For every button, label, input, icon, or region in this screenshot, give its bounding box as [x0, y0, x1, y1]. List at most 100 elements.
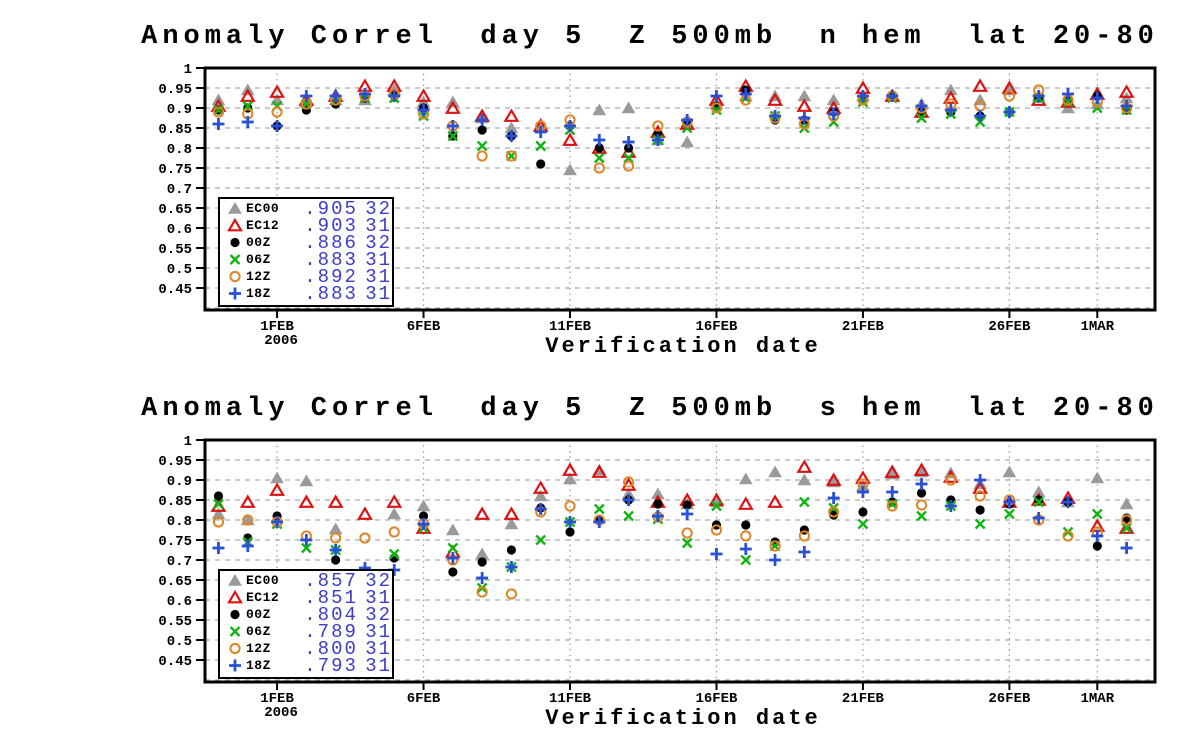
- 18z-data-point: [739, 543, 752, 555]
- 12z-data-point: [476, 150, 488, 162]
- 18z-data-point: [915, 478, 928, 490]
- ec12-data-point: [532, 480, 549, 494]
- legend-series-name: 12Z: [246, 641, 271, 656]
- 12z-data-point: [681, 527, 693, 539]
- 18z-data-point: [329, 90, 342, 102]
- 18z-data-point: [505, 130, 518, 142]
- 18z-data-point: [856, 90, 869, 102]
- x-tick-label: 6FEB: [407, 691, 441, 707]
- 18z-data-point: [651, 134, 664, 146]
- legend-series-count: 31: [365, 654, 392, 677]
- 00z-data-point: [536, 159, 546, 169]
- ec00-data-point: [416, 499, 431, 512]
- nhem-x-axis-label: Verification date: [545, 334, 821, 359]
- y-tick-label: 0.6: [167, 222, 192, 238]
- y-tick-label: 0.85: [158, 494, 192, 510]
- 06z-marker-icon: [229, 626, 241, 637]
- 18z-data-point: [271, 120, 284, 132]
- 12z-data-point: [330, 532, 342, 544]
- legend-row-00z: 00Z .804 32: [226, 603, 392, 626]
- 18z-data-point: [358, 88, 371, 100]
- 18z-data-point: [534, 126, 547, 138]
- ec00-data-point: [563, 472, 577, 485]
- 06z-data-point: [711, 500, 722, 512]
- 00z-data-point: [682, 500, 692, 510]
- legend-series-count: 31: [365, 586, 392, 609]
- 12z-marker-icon: [229, 642, 241, 655]
- 12z-data-point: [769, 540, 781, 552]
- ec00-data-point: [533, 489, 548, 502]
- legend-series-name: 06Z: [246, 624, 271, 639]
- 18z-data-point: [856, 486, 869, 498]
- legend-series-count: 31: [365, 620, 392, 643]
- chart-shem: 1 0.95 0.9 0.85 0.8 0.75 0.7 0.65 0.6 0.55 0.5 0.45…: [0, 372, 1200, 744]
- 12z-data-point: [1062, 530, 1074, 542]
- shem-plot-area: 1 0.95 0.9 0.85 0.8 0.75 0.7 0.65 0.6 0.55 0.5 0.45…: [158, 434, 1157, 721]
- ec12-data-point: [913, 462, 930, 476]
- ec12-data-point: [269, 482, 285, 496]
- ec00-data-point: [328, 522, 343, 535]
- 12z-data-point: [212, 106, 225, 118]
- legend-series-score: .800: [304, 637, 358, 660]
- ec12-data-point: [327, 494, 344, 508]
- legend-series-name: 00Z: [246, 607, 271, 622]
- ec12-marker-icon: [227, 218, 243, 232]
- y-tick-label: 0.75: [158, 534, 192, 550]
- nhem-legend: EC00.905 32 EC12.903 31 00Z .886 32 06Z .883 31 12…: [218, 197, 394, 307]
- legend-series-count: 32: [365, 603, 392, 626]
- 18z-data-point: [271, 516, 284, 528]
- legend-row-ec00: EC00 .857 32: [226, 570, 392, 592]
- x-tick-sublabel: 2006: [264, 333, 298, 349]
- ec00-data-point: [211, 507, 226, 520]
- 18z-data-point: [798, 112, 811, 124]
- 18z-data-point: [974, 474, 987, 486]
- 18z-data-point: [564, 120, 577, 132]
- ec00-data-point: [738, 472, 753, 485]
- 18z-data-point: [505, 561, 518, 573]
- 06z-data-point: [886, 498, 898, 510]
- 00z-data-point: [975, 505, 985, 515]
- 18z-data-point: [710, 548, 723, 560]
- 06z-data-point: [447, 542, 459, 554]
- legend-series-count: 31: [365, 265, 392, 288]
- legend-row-ec12: EC12 .851 31: [226, 586, 392, 609]
- 18z-data-point: [1091, 530, 1104, 542]
- legend-series-score: .905: [304, 197, 358, 220]
- 18z-data-point: [769, 554, 782, 566]
- 18z-data-point: [593, 516, 606, 528]
- 06z-data-point: [593, 152, 605, 164]
- 12z-data-point: [740, 530, 752, 542]
- y-tick-label: 0.5: [167, 634, 192, 650]
- ec12-data-point: [796, 98, 813, 112]
- ec12-data-point: [1118, 84, 1135, 98]
- legend-row-ec00: EC00 .905 32: [226, 197, 392, 220]
- ec12-data-point: [562, 462, 578, 476]
- 18z-marker-icon: [229, 659, 241, 672]
- 00z-data-point: [331, 555, 341, 565]
- ec00-data-point: [270, 471, 284, 484]
- ec12-data-point: [1118, 520, 1135, 534]
- 12z-data-point: [798, 530, 810, 542]
- 00z-data-point: [594, 143, 604, 153]
- y-tick-label: 0.8: [167, 142, 192, 158]
- y-tick-label: 0.95: [158, 454, 192, 470]
- 18z-data-point: [827, 492, 840, 504]
- legend-row-12z: 12Z .800 31: [226, 637, 392, 660]
- legend-series-score: .883: [304, 248, 358, 271]
- 18z-data-point: [564, 516, 577, 528]
- 12z-data-point: [505, 150, 518, 162]
- ec00-data-point: [504, 517, 519, 530]
- 18z-marker-icon: [229, 287, 241, 300]
- ec00-marker-icon: [228, 202, 242, 214]
- ec00-data-point: [1002, 465, 1017, 478]
- legend-series-score: .793: [304, 654, 358, 677]
- 18z-data-point: [769, 110, 782, 122]
- 06z-marker-icon: [229, 626, 241, 637]
- 12z-data-point: [359, 532, 371, 544]
- shem-legend: EC00.857 32 EC12.851 31 00Z .804 32 06Z .789 31 12…: [218, 569, 394, 679]
- 06z-data-point: [535, 140, 547, 152]
- 18z-data-point: [622, 136, 635, 148]
- ec12-data-point: [503, 108, 520, 122]
- legend-row-06z: 06Z .883 31: [226, 248, 392, 271]
- 06z-data-point: [1004, 508, 1015, 520]
